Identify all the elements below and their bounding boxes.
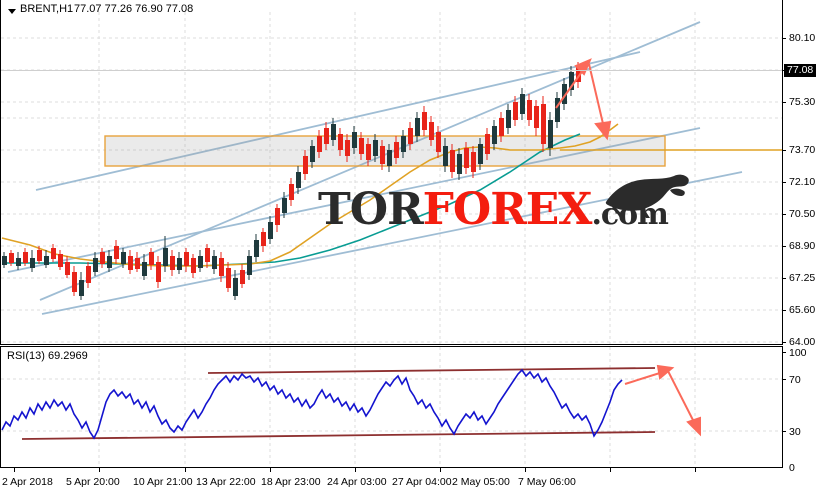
rsi-y-label-zero: 0	[789, 462, 795, 474]
rsi-trendlines	[21, 367, 656, 440]
candlestick-series	[2, 62, 581, 300]
x-label-1: 5 Apr 20:00	[66, 476, 120, 488]
trend-channel-lines	[7, 21, 743, 315]
rsi-y-label-100: 100	[789, 347, 807, 359]
y-label-8: 67.25	[789, 272, 816, 284]
rsi-indicator-panel[interactable]: RSI(13) 69.2969	[0, 346, 822, 468]
rsi-panel-left-border	[0, 346, 1, 468]
y-label-9: 65.60	[789, 304, 816, 316]
price-panel-right-border	[782, 0, 783, 345]
y-label-4: 73.70	[789, 144, 816, 156]
rsi-header: RSI(13) 69.2969	[7, 350, 88, 362]
x-label-8: 7 May 06:00	[518, 476, 576, 488]
y-label-7: 68.90	[789, 240, 816, 252]
rsi-trendline-upper	[207, 367, 656, 374]
forecast-arrow-down-line	[588, 63, 605, 129]
watermark-forex: FOREX	[422, 184, 593, 235]
rsi-panel-bottom-border	[0, 467, 783, 468]
x-label-3: 13 Apr 22:00	[196, 476, 256, 488]
rsi-forecast-arrow-up-head	[656, 364, 675, 380]
rsi-forecast-arrows	[624, 364, 701, 437]
channel-line-upper-mid	[35, 51, 641, 191]
symbol-header: BRENT,H1	[20, 3, 74, 15]
watermark-tor: TOR	[318, 184, 424, 235]
current-price-tag: 77.08	[784, 64, 817, 77]
price-panel-left-border	[0, 0, 1, 345]
x-label-5: 24 Apr 03:00	[327, 476, 387, 488]
rsi-trendline-lower	[21, 431, 656, 440]
rsi-forecast-arrow-up-line	[624, 371, 664, 385]
y-label-0: 80.10	[789, 32, 816, 44]
current-price-line	[1, 70, 782, 71]
x-label-6: 27 Apr 04:00	[392, 476, 452, 488]
y-label-10: 64.00	[789, 336, 816, 348]
price-forecast-arrows	[555, 58, 612, 141]
rsi-forecast-arrow-down-line	[667, 370, 696, 425]
rsi-line	[1, 368, 623, 440]
bull-logo-icon	[605, 174, 689, 218]
rsi-y-label-30: 30	[789, 426, 801, 438]
rsi-panel-top-border	[0, 346, 783, 347]
y-label-6: 70.50	[789, 208, 816, 220]
ohlc-header: 77.07 77.26 76.90 77.08	[74, 3, 194, 15]
rsi-gridlines	[1, 347, 782, 467]
price-panel-bottom-border	[0, 344, 783, 345]
forecast-arrow-down-head	[594, 120, 612, 141]
y-label-3: 75.30	[789, 96, 816, 108]
rsi-panel-right-border	[782, 346, 783, 468]
triangle-down-icon[interactable]	[8, 9, 16, 14]
torforex-watermark: TORFOREX.com	[318, 174, 689, 237]
rsi-chart-svg	[1, 347, 782, 467]
rsi-y-label-70: 70	[789, 374, 801, 386]
y-label-5: 72.10	[789, 176, 816, 188]
price-chart-svg	[1, 12, 782, 344]
price-chart-panel[interactable]: TORFOREX.com BRENT,H1 77.07 77.26 76.90 …	[0, 0, 822, 345]
rsi-forecast-arrow-down-head	[686, 416, 701, 437]
x-label-4: 18 Apr 23:00	[261, 476, 321, 488]
forecast-arrow-up-line	[555, 65, 587, 109]
x-label-0: 2 Apr 2018	[2, 476, 53, 488]
x-label-7: 2 May 05:00	[452, 476, 510, 488]
x-label-2: 10 Apr 21:00	[133, 476, 193, 488]
